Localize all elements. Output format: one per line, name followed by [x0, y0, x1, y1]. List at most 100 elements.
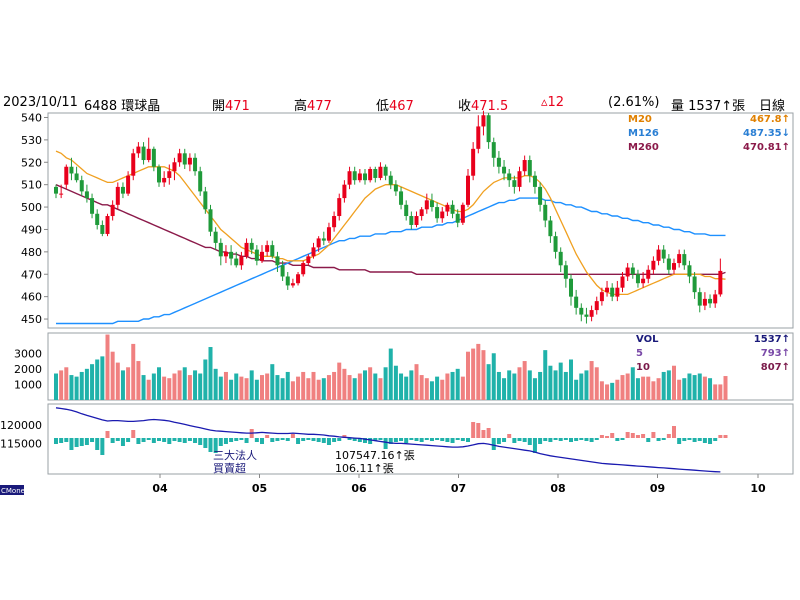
candle-body	[332, 216, 337, 228]
net-buy-bar	[316, 438, 321, 442]
candle-body	[388, 175, 393, 185]
x-axis-label: 05	[252, 482, 267, 495]
candle-body	[244, 242, 249, 257]
volume-legend-value: 807↑	[761, 362, 790, 373]
high-label: 高	[294, 99, 308, 114]
volume-bar	[656, 378, 661, 400]
volume-bar	[239, 376, 244, 400]
volume-bar	[512, 373, 517, 400]
candle-body	[131, 153, 136, 176]
x-axis-label: 09	[650, 482, 665, 495]
volume-bar	[270, 364, 275, 400]
volume-legend-name: 10	[636, 362, 650, 373]
volume-bar	[59, 370, 64, 400]
candle-body	[254, 249, 259, 261]
volume-bar	[393, 365, 398, 400]
volume-axis-label: 2000	[14, 363, 42, 376]
volume-legend-name: VOL	[636, 334, 659, 345]
candle-body	[517, 171, 522, 187]
net-buy-bar	[718, 435, 723, 438]
net-buy-bar	[234, 438, 239, 441]
candle-body	[177, 153, 182, 163]
candle-body	[666, 258, 671, 270]
net-buy-bar	[661, 438, 666, 440]
candle-body	[193, 157, 198, 172]
volume-legend-name: 5	[636, 348, 643, 359]
volume-bar	[687, 373, 692, 400]
net-buy-bar	[368, 438, 373, 444]
price-legend-name: M126	[628, 128, 659, 139]
volume-bar	[605, 384, 610, 400]
candle-body	[95, 213, 100, 225]
net-buy-bar	[275, 438, 280, 441]
net-buy-bar	[131, 430, 136, 438]
volume-bar	[522, 361, 527, 400]
price-axis-label: 450	[21, 313, 42, 326]
volume-bar	[574, 379, 579, 400]
candle-body	[594, 301, 599, 311]
volume-bar	[615, 379, 620, 400]
volume-bar	[429, 381, 434, 400]
volume-bar	[419, 375, 424, 400]
volume-bar	[424, 378, 429, 400]
volume-bar	[481, 350, 486, 400]
net-buy-bar	[363, 438, 367, 443]
net-buy-bar	[558, 438, 563, 441]
net-buy-bar	[471, 422, 476, 438]
net-buy-bar	[543, 438, 548, 441]
volume-bar	[244, 378, 249, 400]
net-buy-bar	[574, 438, 579, 441]
candle-body	[326, 227, 331, 241]
candle-body	[605, 287, 610, 293]
volume-bar	[532, 378, 537, 400]
net-buy-bar	[723, 435, 728, 438]
net-buy-bar	[393, 438, 398, 442]
volume-bar	[306, 378, 311, 400]
volume-bar	[110, 351, 115, 400]
net-buy-bar	[538, 438, 543, 444]
candle-body	[290, 283, 295, 286]
volume-bar	[198, 373, 203, 400]
net-buy-bar	[84, 438, 89, 445]
net-buy-bar	[347, 438, 352, 440]
candle-body	[167, 171, 172, 178]
volume-bar	[363, 370, 367, 400]
volume-bar	[635, 378, 640, 400]
candle-body	[466, 175, 470, 205]
candle-body	[440, 211, 445, 219]
candle-body	[656, 249, 661, 261]
net-buy-bar	[666, 434, 671, 438]
net-buy-bar	[455, 438, 460, 440]
volume-bar	[347, 375, 352, 400]
volume-bar	[95, 359, 100, 400]
net-buy-bar	[466, 438, 470, 442]
candle-body	[275, 256, 280, 266]
volume-bar	[661, 371, 666, 400]
low-value: 467	[389, 99, 414, 114]
net-buy-bar	[692, 438, 697, 442]
candle-body	[151, 148, 156, 167]
candle-body	[672, 263, 676, 270]
candle-body	[713, 294, 718, 304]
price-axis-label: 470	[21, 268, 42, 281]
candle-body	[84, 191, 89, 199]
volume-bar	[332, 371, 337, 400]
candle-body	[610, 287, 615, 297]
net-buy-bar	[563, 438, 568, 440]
candle-body	[522, 160, 527, 172]
low-label: 低	[376, 99, 390, 114]
x-axis-label: 08	[550, 482, 565, 495]
candle-body	[435, 207, 440, 219]
candle-body	[368, 168, 373, 181]
volume-bar	[229, 379, 234, 400]
holdings-line	[55, 407, 721, 473]
candle-body	[687, 265, 692, 277]
volume-bar	[280, 378, 285, 400]
candle-body	[383, 166, 388, 176]
volume-bar	[203, 359, 208, 400]
candle-body	[414, 216, 419, 225]
volume-bar	[708, 378, 713, 400]
net-buy-bar	[59, 438, 64, 443]
volume-bar	[672, 365, 676, 400]
candle-body	[507, 173, 512, 181]
